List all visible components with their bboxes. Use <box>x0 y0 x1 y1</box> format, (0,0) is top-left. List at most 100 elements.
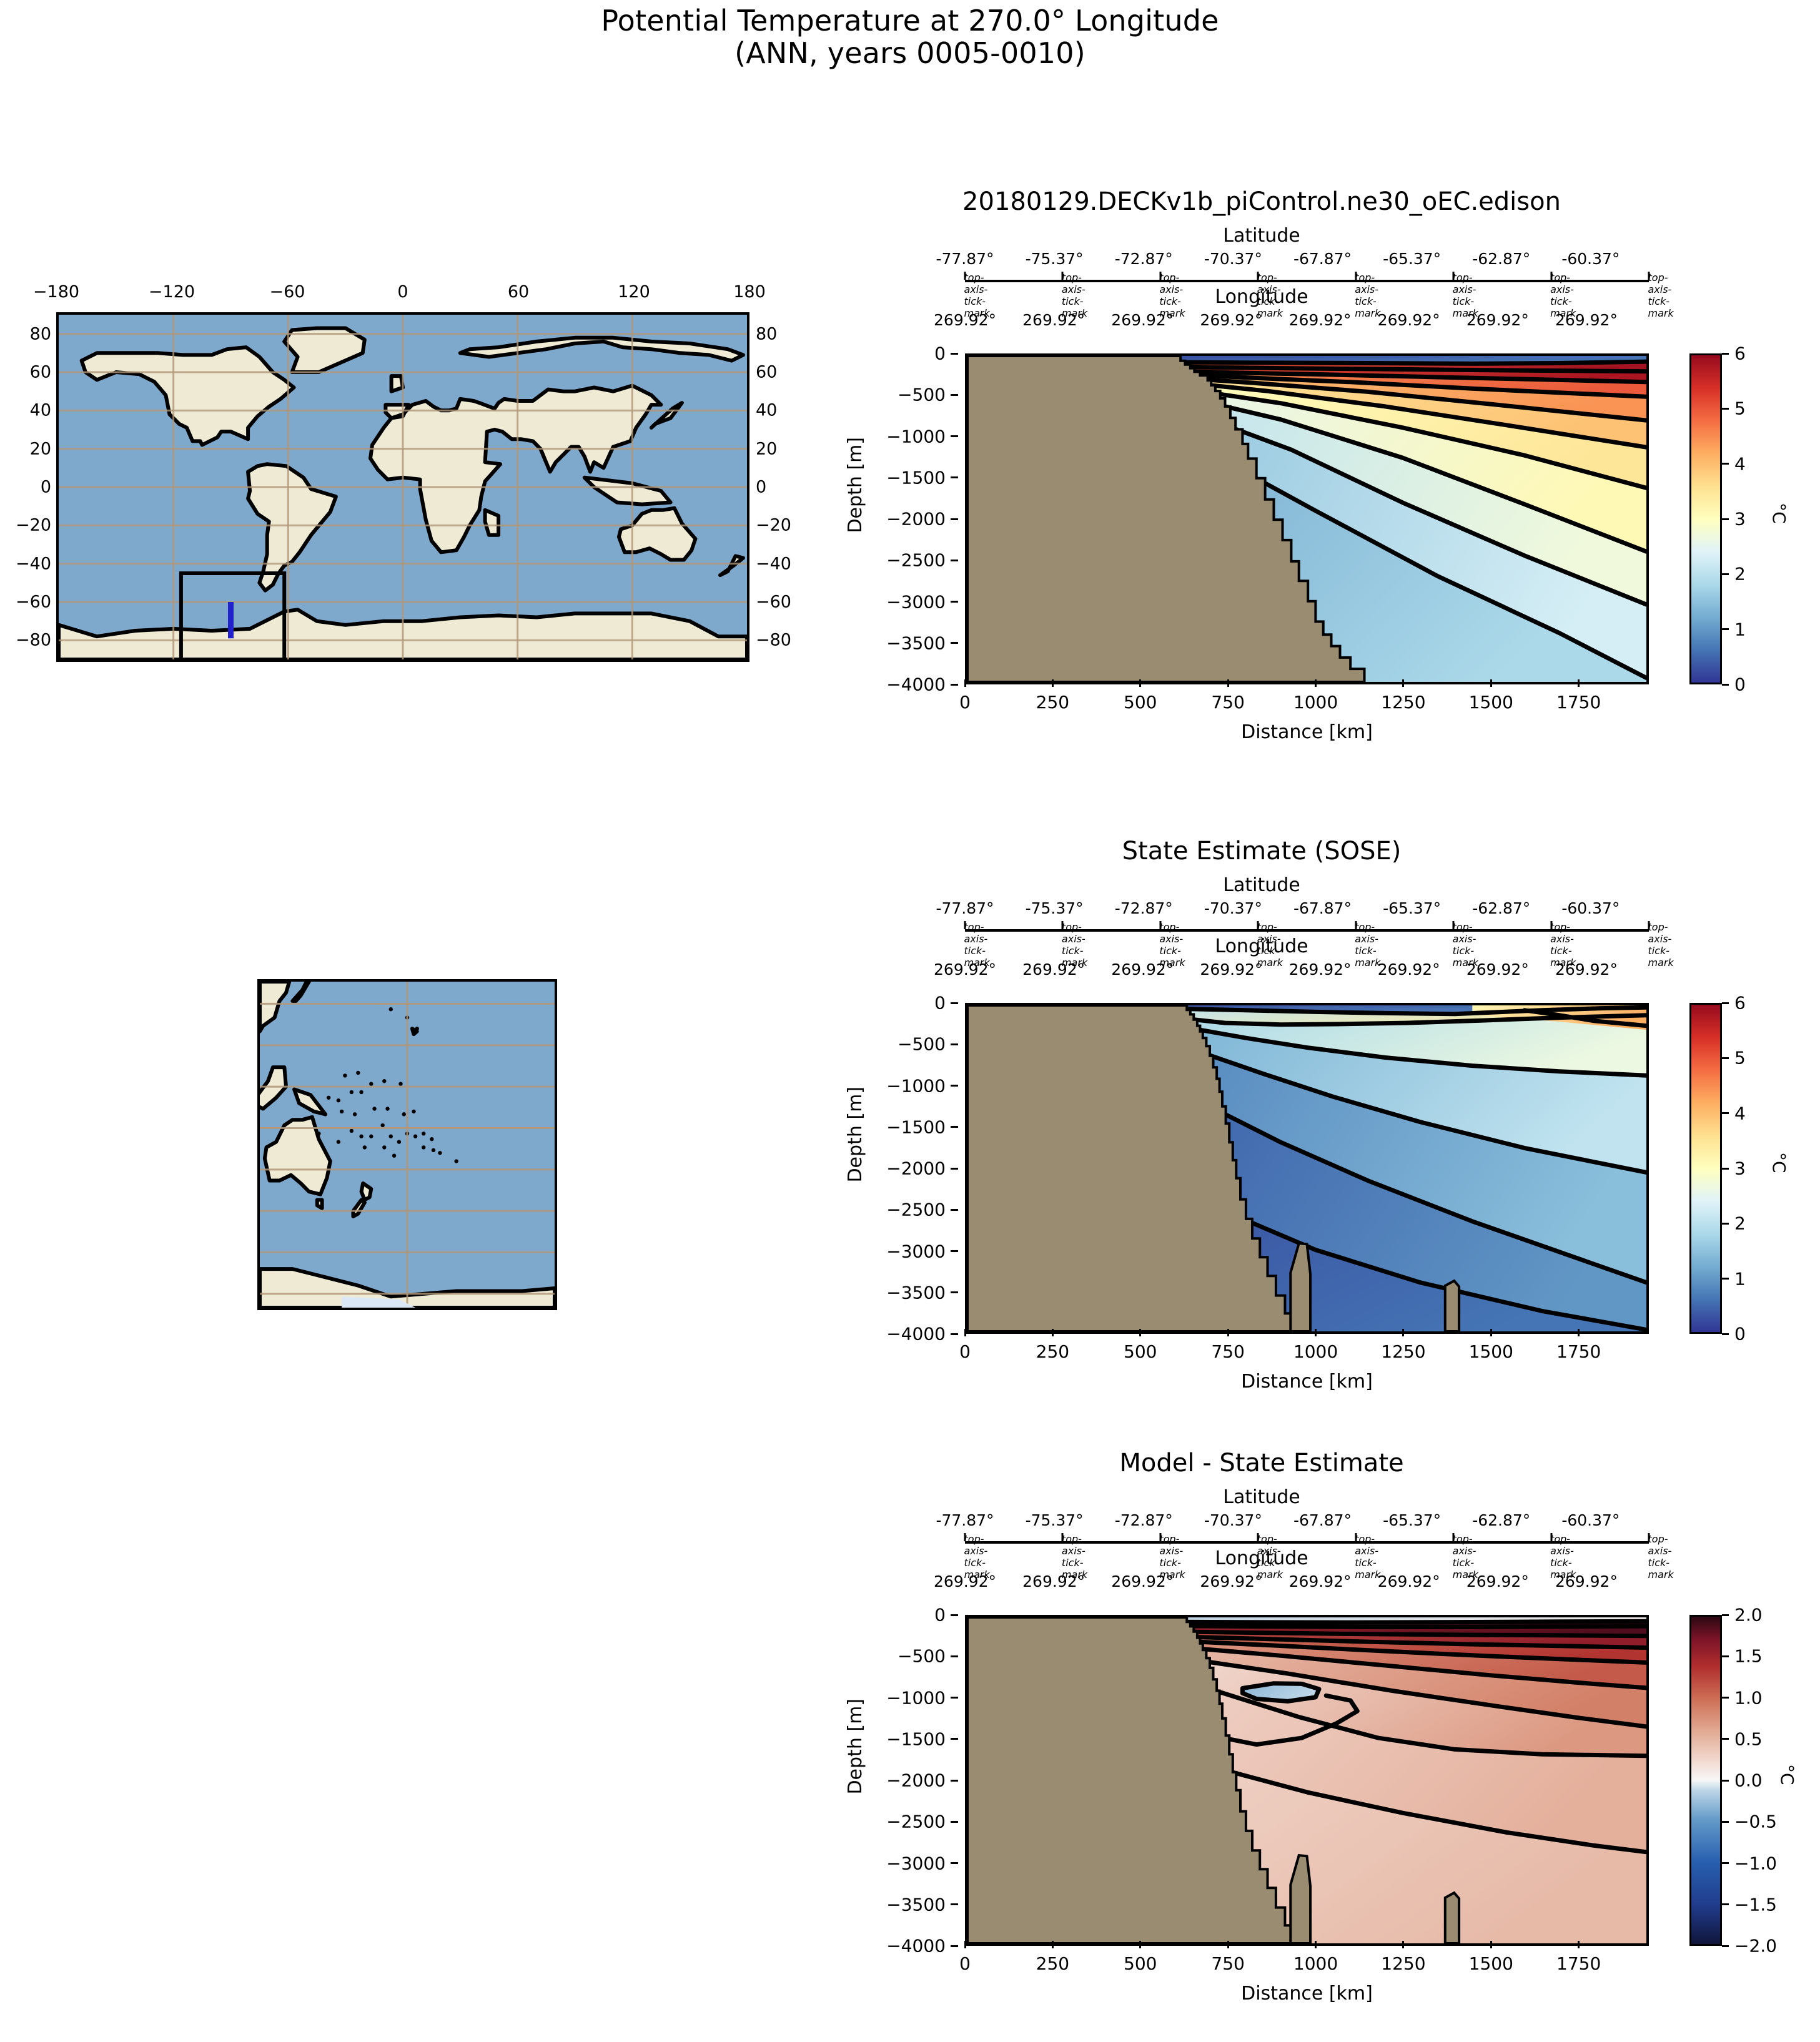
longitude-tick: 269.92° <box>1555 1572 1618 1591</box>
panel-difference: Model - State Estimate Latitude -77.87° -… <box>862 1449 1799 2011</box>
y-tick-label: −1500 <box>886 1729 946 1750</box>
colorbar-tick-mark <box>1722 1779 1729 1782</box>
contour-line <box>1522 1008 1646 1028</box>
x-tick-mark <box>1578 1941 1580 1948</box>
panel-model-plot-area[interactable] <box>965 353 1649 684</box>
y-tick-label: −2500 <box>886 1811 946 1832</box>
landmass <box>458 335 745 363</box>
contour-band <box>1172 394 1646 604</box>
panel-sose-colorbar[interactable] <box>1689 1003 1722 1334</box>
island-marker <box>431 1148 436 1153</box>
panel-difference-xlabel: Distance [km] <box>1241 1983 1373 2005</box>
contour-line <box>1164 383 1646 490</box>
world-map-lat-tick-left: −20 <box>16 515 51 535</box>
panel-model-title: 20180129.DECKv1b_piControl.ne30_oEC.edis… <box>962 187 1561 216</box>
colorbar-tick-label: −0.5 <box>1734 1811 1777 1832</box>
x-tick-mark <box>1227 679 1229 687</box>
latitude-tick: -65.37° <box>1383 1511 1442 1529</box>
global-locator-map[interactable]: −180 −120 −60 0 60 120 180 80 60 40 20 0 −20 −40 −60 −… <box>16 282 791 699</box>
y-tick-label: −3000 <box>886 1241 946 1261</box>
colorbar-tick-label: 2 <box>1734 1213 1746 1234</box>
island-marker <box>323 1112 328 1117</box>
regional-inset-map[interactable] <box>257 979 557 1310</box>
panel-difference-colorbar[interactable] <box>1689 1615 1722 1946</box>
longitude-tick: 269.92° <box>934 960 996 979</box>
y-tick-mark <box>951 1903 958 1906</box>
contour-line <box>1160 371 1646 399</box>
y-tick-mark <box>951 601 958 603</box>
island-marker <box>362 1145 367 1150</box>
y-tick-mark <box>951 1126 958 1128</box>
panel-model-colorbar-ticks: 6 5 4 3 2 1 0 <box>1722 343 1784 695</box>
y-tick-mark <box>951 1945 958 1947</box>
longitude-tick: 269.92° <box>1022 311 1086 329</box>
y-tick-label: 0 <box>934 1604 946 1625</box>
section-contour-canvas <box>967 1617 1646 1943</box>
colorbar-tick-mark <box>1722 1167 1729 1170</box>
x-tick-mark <box>1051 1329 1054 1336</box>
island-marker <box>339 1109 344 1114</box>
panel-sose-plot-area[interactable] <box>965 1003 1649 1334</box>
panel-model-y-ticks: 0 −500 −1000 −1500 −2000 −2500 −3000 −3500 −4000 <box>862 343 962 695</box>
landmass <box>292 1087 327 1117</box>
contour-line <box>1195 1048 1646 1175</box>
x-tick-label: 1000 <box>1293 1341 1338 1362</box>
landmass <box>368 383 663 555</box>
longitude-tick: 269.92° <box>1200 1572 1263 1591</box>
y-tick-mark <box>951 1655 958 1657</box>
island-marker <box>388 1007 393 1012</box>
panel-model-xlabel: Distance [km] <box>1241 721 1373 743</box>
x-tick-label: 1500 <box>1468 1953 1513 1974</box>
contour-line <box>1191 1657 1646 1729</box>
x-tick-label: 1250 <box>1381 1341 1426 1362</box>
longitude-tick: 269.92° <box>1466 1572 1529 1591</box>
y-tick-mark <box>951 1002 958 1004</box>
island-marker <box>336 1140 341 1144</box>
island-marker <box>369 1082 373 1086</box>
x-tick-label: 500 <box>1124 1953 1157 1974</box>
latitude-tick: -65.37° <box>1383 250 1442 268</box>
colorbar-tick-label: 4 <box>1734 1103 1746 1124</box>
contour-band <box>1242 1683 1319 1702</box>
x-tick-label: 750 <box>1211 1953 1245 1974</box>
landmass <box>260 1065 288 1111</box>
panel-model-latitude-ticks: -77.87° -75.37° -72.87° -70.37° -67.87° -65.3… <box>936 250 1649 268</box>
landmass <box>260 1267 555 1308</box>
x-tick-label: 1750 <box>1556 692 1601 713</box>
y-tick-label: −4000 <box>886 674 946 695</box>
panel-difference-x-ticks: 0 250 500 750 1000 1250 1500 1750 <box>959 1941 1649 1980</box>
colorbar-tick-mark <box>1722 628 1729 631</box>
x-tick-mark <box>1227 1941 1229 1948</box>
region-selection-box[interactable] <box>179 571 287 659</box>
longitude-tick: 269.92° <box>934 1572 996 1591</box>
contour-band <box>1185 1647 1646 1727</box>
colorbar-tick-label: −1.0 <box>1734 1853 1777 1873</box>
colorbar-tick-mark <box>1722 573 1729 575</box>
contour-line <box>1188 1026 1646 1078</box>
world-map-lat-tick-right: −20 <box>756 515 791 535</box>
world-map-lat-tick-right: 0 <box>756 477 767 497</box>
panel-sose-top-axis-rule: top-axis-tick-mark top-axis-tick-mark top-… <box>964 921 1674 969</box>
contour-line <box>1237 1215 1646 1331</box>
island-marker <box>356 1070 360 1075</box>
latitude-tick: -67.87° <box>1293 250 1352 268</box>
y-tick-label: −500 <box>898 384 946 405</box>
x-tick-label: 500 <box>1124 1341 1157 1362</box>
contour-band <box>1183 1015 1646 1076</box>
y-tick-label: −3500 <box>886 1282 946 1303</box>
y-tick-label: −3500 <box>886 633 946 654</box>
y-tick-label: −500 <box>898 1033 946 1055</box>
panel-difference-plot-area[interactable] <box>965 1615 1649 1946</box>
seafloor-land-mask <box>967 1617 1300 1943</box>
world-map-canvas[interactable] <box>56 312 749 662</box>
y-tick-label: −1000 <box>886 1687 946 1708</box>
contour-line <box>1178 1639 1646 1665</box>
x-tick-mark <box>1139 679 1142 687</box>
contour-line <box>1181 407 1646 607</box>
island-marker <box>454 1159 458 1163</box>
colorbar-tick-label: −2.0 <box>1734 1935 1777 1956</box>
panel-sose-y-ticks: 0 −500 −1000 −1500 −2000 −2500 −3000 −3500 −4000 <box>862 993 962 1344</box>
panel-model-colorbar[interactable] <box>1689 353 1722 684</box>
world-map-lat-tick-right: 40 <box>756 400 778 420</box>
latitude-tick: -75.37° <box>1025 1511 1084 1529</box>
